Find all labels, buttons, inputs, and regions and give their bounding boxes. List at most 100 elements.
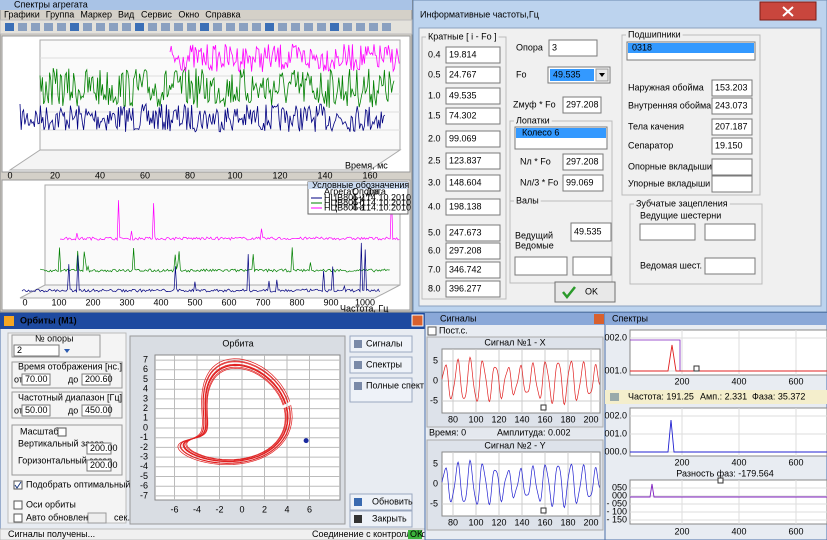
- button-label[interactable]: Сигналы: [366, 338, 403, 348]
- multiple-factor: 4.0: [428, 201, 441, 211]
- x-tick-label: 800: [289, 297, 304, 307]
- toolbar-icon[interactable]: [356, 23, 365, 31]
- x-tick-label: 160: [362, 170, 377, 180]
- combo-value: 49.535: [553, 69, 581, 79]
- menu-item[interactable]: Справка: [205, 9, 240, 19]
- group-title: Лопатки: [516, 115, 550, 125]
- checkbox[interactable]: [58, 428, 66, 436]
- x-tick-label: -2: [215, 504, 223, 514]
- x-tick-label: 0: [22, 297, 27, 307]
- toolbar-icon[interactable]: [70, 23, 79, 31]
- multiple-factor: 6.0: [428, 245, 441, 255]
- field-value: 50.00: [25, 405, 48, 415]
- label: сек.: [114, 512, 130, 522]
- cursor-marker: [541, 508, 546, 513]
- y-tick-label: 001.0: [604, 428, 627, 438]
- toolbar-icon[interactable]: [174, 23, 183, 31]
- x-tick-label: 500: [187, 297, 202, 307]
- y-tick-label: -2: [140, 442, 148, 452]
- label: Масштаб: [20, 426, 59, 436]
- field-label: Ведомые: [515, 240, 554, 250]
- text-box: [712, 176, 752, 192]
- x-tick-label: 40: [95, 170, 105, 180]
- toolbar-icon[interactable]: [5, 23, 14, 31]
- y-tick-label: -5: [430, 498, 438, 508]
- legend-entry: 4 a: [352, 202, 365, 212]
- checkbox[interactable]: [14, 501, 22, 509]
- cursor-marker: [718, 478, 723, 483]
- multiple-factor: 1.0: [428, 90, 441, 100]
- x-tick-label: 120: [491, 517, 506, 527]
- x-tick-label: 120: [272, 170, 287, 180]
- toolbar-icon[interactable]: [122, 23, 131, 31]
- y-tick-label: 000.0: [604, 446, 627, 456]
- menu-item[interactable]: Вид: [118, 9, 135, 19]
- button-label[interactable]: Спектры: [366, 359, 402, 369]
- field-label: Ведущие шестерни: [640, 210, 721, 220]
- toolbar-icon[interactable]: [96, 23, 105, 31]
- label: до: [68, 374, 78, 384]
- button-label[interactable]: Закрыть: [372, 513, 407, 523]
- toolbar-icon[interactable]: [382, 23, 391, 31]
- y-tick-label: 6: [143, 364, 148, 374]
- x-tick-label: 140: [514, 517, 529, 527]
- group-title: Валы: [516, 195, 539, 205]
- x-tick-label: 180: [560, 414, 575, 424]
- toolbar-icon[interactable]: [343, 23, 352, 31]
- x-tick-label: 200: [674, 376, 689, 386]
- close-button[interactable]: [594, 314, 604, 324]
- toolbar-icon[interactable]: [278, 23, 287, 31]
- status-text: Сигналы получены...: [8, 529, 95, 539]
- toolbar-icon[interactable]: [265, 23, 274, 31]
- toolbar-icon[interactable]: [200, 23, 209, 31]
- y-tick-label: 0: [433, 478, 438, 488]
- menu-item[interactable]: Окно: [178, 9, 199, 19]
- readout: Время: 0: [429, 427, 466, 437]
- close-button[interactable]: [412, 315, 423, 326]
- menu-item[interactable]: Сервис: [141, 9, 172, 19]
- menu-item[interactable]: Группа: [46, 9, 75, 19]
- toolbar-icon[interactable]: [109, 23, 118, 31]
- toolbar-icon[interactable]: [239, 23, 248, 31]
- toolbar-icon[interactable]: [135, 23, 144, 31]
- field-value: 297.208: [566, 156, 599, 166]
- multiple-factor: 2.5: [428, 155, 441, 165]
- x-tick-label: 600: [788, 526, 803, 536]
- toolbar-icon[interactable]: [330, 23, 339, 31]
- toolbar-icon[interactable]: [252, 23, 261, 31]
- toolbar-icon[interactable]: [369, 23, 378, 31]
- button-label[interactable]: Обновить: [372, 496, 413, 506]
- spin-box[interactable]: [88, 513, 106, 523]
- toolbar-icon[interactable]: [317, 23, 326, 31]
- field-label: Опорные вкладыши: [628, 161, 712, 171]
- toolbar-icon[interactable]: [148, 23, 157, 31]
- y-tick-label: - 150: [606, 514, 627, 524]
- checkbox[interactable]: [14, 514, 22, 522]
- toolbar-icon[interactable]: [213, 23, 222, 31]
- window-title: Сигналы: [440, 313, 477, 323]
- toolbar-icon[interactable]: [291, 23, 300, 31]
- menu-item[interactable]: Графики: [4, 9, 40, 19]
- toolbar-icon[interactable]: [44, 23, 53, 31]
- x-tick-label: 600: [788, 457, 803, 467]
- button-icon: [354, 361, 362, 369]
- toolbar-icon[interactable]: [83, 23, 92, 31]
- toolbar-icon[interactable]: [161, 23, 170, 31]
- text-box: [712, 159, 752, 175]
- field-label: Тела качения: [628, 121, 684, 131]
- toolbar-icon[interactable]: [31, 23, 40, 31]
- toolbar-icon[interactable]: [57, 23, 66, 31]
- toolbar-icon[interactable]: [304, 23, 313, 31]
- window-title: Спектры агрегата: [14, 0, 88, 9]
- y-tick-label: -5: [140, 471, 148, 481]
- field-label: Zмуф * Fo: [513, 99, 556, 109]
- y-tick-label: -6: [140, 481, 148, 491]
- plot-title: Сигнал №2 - Y: [484, 440, 545, 450]
- x-tick-label: 400: [731, 457, 746, 467]
- toolbar-icon[interactable]: [187, 23, 196, 31]
- toolbar-icon[interactable]: [18, 23, 27, 31]
- checkbox[interactable]: [428, 327, 436, 335]
- menu-item[interactable]: Маркер: [80, 9, 112, 19]
- x-tick-label: 100: [468, 517, 483, 527]
- toolbar-icon[interactable]: [226, 23, 235, 31]
